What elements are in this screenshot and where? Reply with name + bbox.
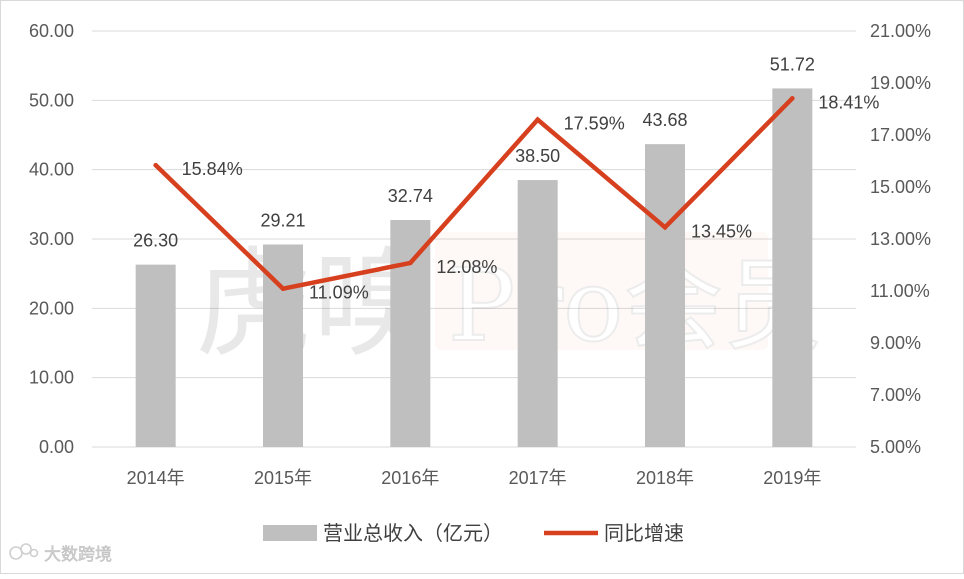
bar xyxy=(135,264,176,447)
y-left-tick-label: 50.00 xyxy=(29,90,74,110)
y-right-tick-label: 5.00% xyxy=(870,437,921,457)
svg-text:Pro会员: Pro会员 xyxy=(448,247,823,364)
x-tick-label: 2016年 xyxy=(381,468,439,488)
bar xyxy=(517,180,558,448)
y-left-tick-label: 10.00 xyxy=(29,368,74,388)
y-left-tick-label: 0.00 xyxy=(39,437,74,457)
x-tick-label: 2015年 xyxy=(254,468,312,488)
line-value-label: 13.45% xyxy=(691,221,752,241)
legend: 营业总收入（亿元） 同比增速 xyxy=(263,522,684,545)
line-point xyxy=(408,260,413,266)
x-tick-label: 2017年 xyxy=(509,468,567,488)
x-tick-label: 2018年 xyxy=(636,468,694,488)
y-left-tick-label: 20.00 xyxy=(29,298,74,318)
grid-lines xyxy=(92,30,856,448)
y-left-tick-label: 60.00 xyxy=(29,21,74,41)
data-labels: 26.30 29.21 32.74 38.50 43.68 51.72 15.84% 11.0… xyxy=(133,54,879,302)
bar-value-label: 38.50 xyxy=(515,146,560,166)
line-value-label: 17.59% xyxy=(564,114,625,134)
line-point xyxy=(153,162,158,168)
legend-bar-label: 营业总收入（亿元） xyxy=(323,522,503,545)
bar-value-label: 29.21 xyxy=(260,210,305,230)
line-point xyxy=(535,117,540,122)
bar xyxy=(772,88,813,448)
bar xyxy=(645,144,685,448)
line-value-label: 11.09% xyxy=(309,283,369,303)
y-right-tick-label: 17.00% xyxy=(870,125,931,145)
line-value-label: 15.84% xyxy=(182,159,243,179)
bar-value-label: 51.72 xyxy=(770,54,815,74)
line-point xyxy=(280,286,286,291)
bar xyxy=(390,220,431,447)
corner-logo: 大数跨境 xyxy=(9,543,112,564)
y-right-tick-label: 15.00% xyxy=(870,177,931,197)
corner-logo-icon xyxy=(9,543,39,560)
axes: 0.00 10.00 20.00 30.00 40.00 50.00 60.00 5.00% 7… xyxy=(29,21,931,488)
line-value-label: 18.41% xyxy=(818,92,879,112)
y-left-tick-label: 30.00 xyxy=(29,229,74,249)
y-right-tick-label: 9.00% xyxy=(870,333,921,353)
x-tick-label: 2019年 xyxy=(763,468,821,488)
bar-series xyxy=(135,88,813,448)
y-right-tick-label: 13.00% xyxy=(870,229,931,249)
growth-line xyxy=(154,96,794,292)
line-value-label: 12.08% xyxy=(436,257,497,277)
y-left-tick-label: 40.00 xyxy=(29,160,74,180)
line-point xyxy=(790,96,795,101)
y-right-tick-label: 7.00% xyxy=(870,385,921,405)
line-point xyxy=(662,225,668,230)
x-tick-label: 2014年 xyxy=(127,468,185,488)
legend-bar-swatch xyxy=(263,525,317,541)
bar-value-label: 26.30 xyxy=(133,231,178,251)
bar-value-label: 32.74 xyxy=(388,186,433,206)
y-right-tick-label: 21.00% xyxy=(870,21,931,41)
bar-value-label: 43.68 xyxy=(642,110,687,130)
line-series xyxy=(153,96,795,292)
legend-line-label: 同比增速 xyxy=(604,522,684,545)
y-right-tick-label: 19.00% xyxy=(870,73,931,93)
y-right-tick-label: 11.00% xyxy=(870,281,930,301)
corner-logo-text: 大数跨境 xyxy=(44,545,112,564)
